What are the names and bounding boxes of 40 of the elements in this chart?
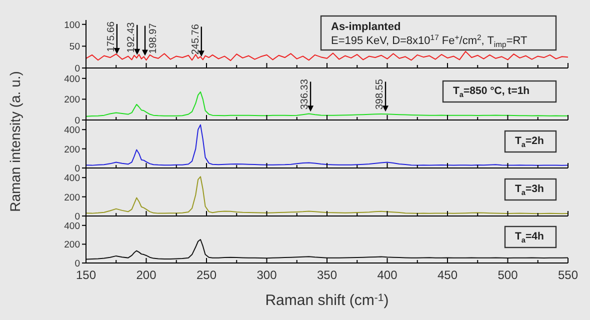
annotation: T$_{a}$=2h xyxy=(515,135,544,148)
x-tick-label: 400 xyxy=(377,268,398,282)
annotation: T$_{a}$=3h xyxy=(515,183,544,196)
x-tick-label: 550 xyxy=(558,268,578,282)
x-tick-label: 150 xyxy=(76,268,96,282)
y-tick-label: 50 xyxy=(69,42,80,53)
annotation: 198.97 xyxy=(148,22,160,54)
x-tick-label: 500 xyxy=(498,268,518,282)
x-axis-title: Raman shift (cm$^{-1}$) xyxy=(265,292,389,309)
y-tick-label: 0 xyxy=(74,164,80,174)
line-series xyxy=(86,124,568,166)
annotation: As-implanted xyxy=(331,21,401,33)
x-tick-label: 300 xyxy=(256,268,278,282)
x-tick-label: 350 xyxy=(316,268,338,282)
line-series xyxy=(86,239,568,260)
x-tick-label: 450 xyxy=(437,268,458,282)
y-tick-label: 200 xyxy=(64,192,80,204)
y-tick-label: 0 xyxy=(74,212,80,222)
y-tick-label: 200 xyxy=(64,144,80,156)
annotation: 175.66 xyxy=(106,21,117,52)
text: E=195 KeV, D=8x10$^{17}$ Fe$^{+}$/cm$^{2}$, T$_{imp}$=RT xyxy=(331,33,528,48)
y-tick-label: 100 xyxy=(64,20,80,31)
y-tick-label: 400 xyxy=(64,220,80,232)
y-axis-title: Raman intensity (a. u.) xyxy=(7,71,23,212)
annotation: 192.43 xyxy=(126,22,138,53)
y-tick-label: 0 xyxy=(74,258,80,270)
y-tick-label: 200 xyxy=(64,240,80,251)
y-tick-label: 200 xyxy=(64,94,80,106)
y-tick-label: 0 xyxy=(74,64,80,74)
x-tick-label: 200 xyxy=(136,268,157,282)
y-tick-label: 400 xyxy=(64,173,80,184)
y-tick-label: 0 xyxy=(74,116,80,126)
y-tick-label: 400 xyxy=(64,74,80,85)
annotation: 398.55 xyxy=(374,78,386,110)
annotation: T$_{a}$=4h xyxy=(515,230,544,244)
annotation: 336.33 xyxy=(300,78,311,110)
x-tick-label: 250 xyxy=(196,268,217,282)
y-tick-label: 400 xyxy=(64,125,80,136)
annotation: T$_{a}$=850 °C, t=1h xyxy=(453,85,530,98)
annotation: 245.76 xyxy=(190,24,202,55)
